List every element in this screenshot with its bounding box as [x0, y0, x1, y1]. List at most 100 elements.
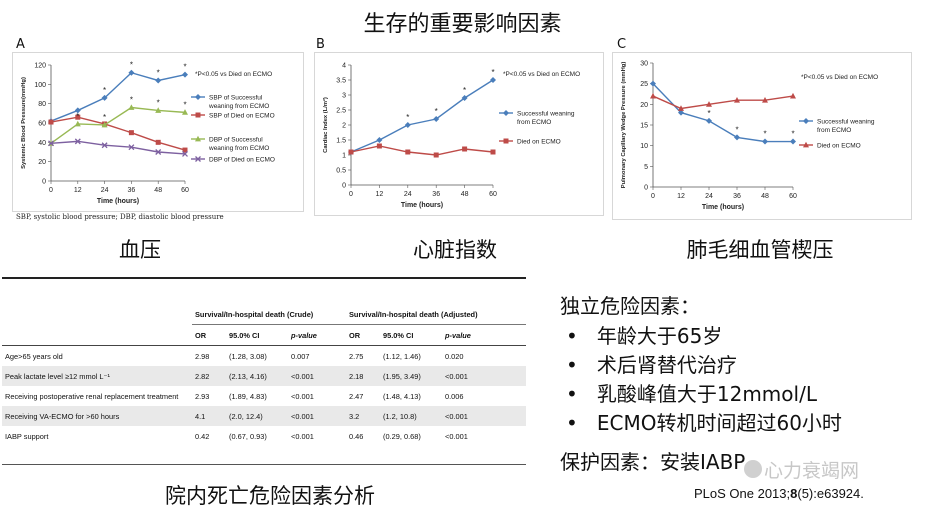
data-point: [74, 138, 81, 145]
series-line: [50, 116, 186, 151]
data-point: [128, 104, 135, 110]
x-tick-label: 48: [461, 191, 469, 198]
risk-item: • ECMO转机时间超过60小时: [566, 407, 842, 436]
x-tick-label: 24: [404, 191, 412, 198]
legend-label: DBP of Died on ECMO: [209, 157, 275, 164]
data-point: [650, 92, 656, 99]
risk-item: • 年龄大于65岁: [566, 320, 722, 349]
significance-star: *: [791, 130, 794, 139]
bullet-mark: •: [566, 411, 578, 435]
cell-factor: IABP support: [5, 431, 49, 441]
y-tick-label: 20: [640, 102, 648, 109]
y-axis-label: Cardiac Index (L/m²): [322, 97, 329, 153]
y-tick-label: 0: [42, 179, 46, 186]
data-point: [182, 109, 188, 115]
significance-star: *: [130, 96, 133, 105]
cell-p: <0.001: [442, 406, 526, 426]
data-point: [74, 120, 81, 127]
cell-p: 0.020: [445, 351, 464, 361]
series-line: [50, 71, 186, 122]
data-point: [155, 139, 161, 145]
y-tick-label: 25: [640, 81, 648, 88]
significance-star: *: [157, 98, 160, 107]
cell-factor: Receiving VA-ECMO for >60 hours: [2, 406, 192, 426]
data-point: [404, 122, 411, 128]
data-point: [678, 109, 684, 116]
panel-c-label: C: [617, 37, 627, 52]
cell-factor: Receiving postoperative renal replacemen…: [5, 391, 179, 401]
header-adjusted: Survival/In-hospital death (Adjusted): [346, 304, 526, 325]
citation-volume: 8: [790, 486, 798, 501]
chart-pcwp: 0 5 10 15 20 25 30 0 12 24 36 48 60 Time (hours) Pulmo…: [621, 61, 878, 212]
significance-star: *: [130, 61, 133, 70]
bullet-mark: •: [566, 382, 578, 406]
col-or-crude: OR: [192, 324, 226, 346]
cell-ci: (0.67, 0.93): [229, 431, 267, 441]
y-tick-label: 80: [38, 101, 46, 108]
cell-or: 2.75: [349, 351, 364, 361]
data-point: [128, 69, 135, 76]
cell-or: 2.98: [195, 351, 210, 361]
y-axis-label: Systemic Blood Pressure(mmHg): [21, 77, 27, 169]
data-point: [405, 149, 411, 155]
bullet-mark: •: [566, 353, 578, 377]
data-point: [706, 101, 712, 107]
data-point: [155, 149, 162, 155]
series-line: [652, 95, 794, 110]
table-top-rule: [2, 277, 526, 279]
x-tick-label: 48: [761, 193, 769, 200]
risk-heading: 独立危险因素：: [560, 294, 700, 318]
x-axis-label: Time (hours): [401, 202, 443, 209]
y-tick-label: 3: [342, 93, 346, 100]
y-tick-label: 15: [640, 123, 648, 130]
significance-star: *: [707, 109, 710, 118]
data-point: [734, 134, 740, 141]
col-or-adjusted: OR: [346, 324, 380, 346]
panel-c-caption: 肺毛细血管楔压: [686, 238, 834, 262]
cell-ci: (1.12, 1.46): [383, 351, 421, 361]
table-caption: 院内死亡危险因素分析: [165, 484, 375, 508]
data-point: [75, 114, 81, 120]
data-point: [678, 105, 684, 111]
col-ci-adjusted: 95.0% CI: [380, 324, 442, 346]
risk-item-text: 术后肾替代治疗: [596, 353, 737, 377]
data-point: [101, 142, 108, 149]
panel-b: 0 0.5 1 1.5 2 2.5 3 3.5 4 0 12 24 36 48 60 Time (hours)…: [314, 52, 604, 216]
table-row: Receiving VA-ECMO for >60 hours 4.1 (2.0…: [2, 406, 526, 426]
significance-note: *P<0.05 vs Died on ECMO: [503, 71, 580, 78]
data-point: [490, 77, 496, 83]
y-tick-label: 2.5: [336, 108, 346, 115]
y-tick-label: 1: [342, 153, 346, 160]
legend-label: Successful weaning: [517, 111, 575, 118]
table-row: Receiving postoperative renal replacemen…: [2, 386, 526, 406]
data-point: [376, 137, 383, 143]
legend-label: weaning from ECMO: [208, 145, 269, 152]
data-point: [195, 94, 201, 100]
data-point: [762, 97, 768, 103]
data-point: [433, 116, 440, 122]
y-tick-label: 3.5: [336, 78, 346, 85]
cell-p: <0.001: [291, 391, 314, 401]
legend-label: SBP of Died on ECMO: [209, 113, 275, 120]
x-tick-label: 12: [677, 193, 685, 200]
cell-or: 3.2: [346, 406, 380, 426]
x-tick-label: 36: [128, 187, 136, 194]
legend-label: DBP of Successful: [209, 137, 263, 144]
x-tick-label: 0: [651, 193, 655, 200]
cell-or: 2.82: [192, 366, 226, 386]
x-tick-label: 24: [101, 187, 109, 194]
x-tick-label: 48: [154, 187, 162, 194]
x-tick-label: 0: [349, 191, 353, 198]
risk-table: Survival/In-hospital death (Crude) Survi…: [2, 276, 526, 466]
y-tick-label: 1.5: [336, 138, 346, 145]
significance-star: *: [491, 68, 494, 77]
panel-b-label: B: [316, 37, 325, 52]
legend-label: weaning from ECMO: [208, 103, 269, 110]
cell-or: 0.42: [195, 431, 210, 441]
cell-or: 0.46: [349, 431, 364, 441]
y-tick-label: 0: [342, 183, 346, 190]
cell-ci: (2.13, 4.16): [226, 366, 288, 386]
y-tick-label: 30: [640, 61, 648, 68]
y-tick-label: 60: [38, 121, 46, 128]
table-row: IABP support 0.42 (0.67, 0.93) <0.001 0.…: [2, 426, 526, 446]
